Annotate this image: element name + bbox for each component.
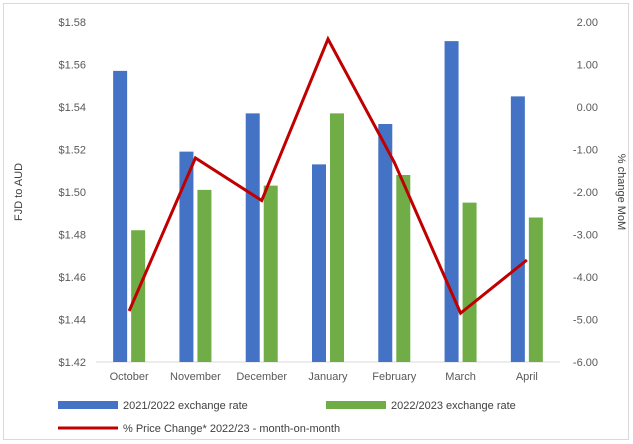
y-tick-label: $1.50 (58, 187, 86, 199)
x-tick-label: March (445, 371, 476, 383)
bar-series1-december (245, 113, 260, 362)
bar-series2-january (330, 113, 344, 362)
bar-series1-november (179, 151, 194, 362)
y-tick-label: $1.58 (58, 17, 86, 29)
x-tick-label: October (110, 371, 149, 383)
bar-series2-november (197, 189, 212, 362)
y2-tick-label: 0.00 (577, 102, 598, 114)
x-tick-label: January (308, 371, 348, 383)
bar-series2-april (528, 217, 543, 362)
legend-label-2: 2022/2023 exchange rate (391, 400, 516, 412)
bar-series1-february (378, 124, 393, 362)
y-tick-label: $1.44 (58, 315, 86, 327)
bar-series2-march (462, 202, 477, 362)
category-labels: October November December January February Ma… (110, 371, 538, 383)
x-tick-label: November (170, 371, 221, 383)
bar-series1-march (444, 41, 459, 362)
chart-frame (3, 3, 629, 440)
y2-tick-label: -3.00 (573, 230, 598, 242)
line-series (127, 35, 528, 316)
y2-tick-label: -2.00 (573, 187, 598, 199)
x-tick-label: April (516, 371, 538, 383)
y-tick-label: $1.56 (58, 60, 86, 72)
price-change-line (127, 35, 528, 316)
y2-tick-label: 2.00 (577, 17, 598, 29)
legend-label-1: 2021/2022 exchange rate (123, 400, 248, 412)
right-axis-ticks: -6.00 -5.00 -4.00 -3.00 -2.00 -1.00 0.00 1.00 2.… (573, 17, 598, 369)
legend-swatch-2 (326, 401, 386, 409)
y-tick-label: $1.42 (58, 357, 86, 369)
bars (113, 41, 543, 362)
y2-tick-label: 1.00 (577, 60, 598, 72)
left-axis-ticks: $1.42 $1.44 $1.46 $1.48 $1.50 $1.52 $1.54 $1.56… (58, 17, 86, 369)
y2-tick-label: -1.00 (573, 145, 598, 157)
y2-tick-label: -4.00 (573, 272, 598, 284)
y2-tick-label: -5.00 (573, 315, 598, 327)
x-tick-label: February (372, 371, 417, 383)
bar-series1-october (113, 70, 128, 362)
legend: 2021/2022 exchange rate 2022/2023 exchang… (58, 400, 516, 435)
bar-series2-february (396, 175, 411, 362)
y2-tick-label: -6.00 (573, 357, 598, 369)
y-tick-label: $1.52 (58, 145, 86, 157)
legend-swatch-1 (58, 401, 118, 409)
x-tick-label: December (236, 371, 287, 383)
bar-series1-april (510, 96, 525, 362)
y-tick-label: $1.54 (58, 102, 86, 114)
y-axis-title: FJD to AUD (13, 163, 25, 221)
bar-series1-january (312, 164, 326, 362)
legend-label-3: % Price Change* 2022/23 - month-on-month (123, 423, 340, 435)
y-tick-label: $1.48 (58, 230, 86, 242)
bar-series2-october (131, 230, 146, 362)
bar-series2-december (263, 185, 278, 362)
y2-axis-title: % change MoM (615, 154, 627, 230)
y-tick-label: $1.46 (58, 272, 86, 284)
